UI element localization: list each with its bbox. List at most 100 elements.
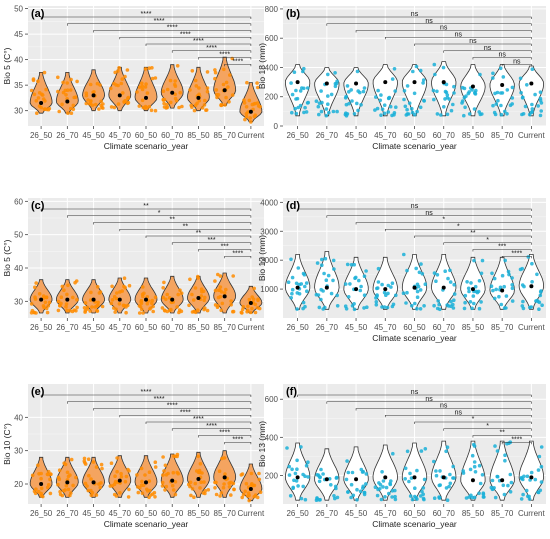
data-point [402, 252, 406, 257]
data-point [387, 95, 392, 100]
data-point [374, 95, 378, 99]
data-point [326, 273, 331, 278]
data-point [352, 112, 357, 116]
data-point [139, 301, 144, 306]
data-point [160, 306, 165, 310]
significance-bracket [472, 249, 532, 252]
data-point [144, 82, 148, 86]
x-tick-label: 26_50 [286, 323, 309, 332]
median-point-60_50 [144, 95, 148, 100]
data-point [48, 491, 53, 496]
data-point [222, 67, 226, 72]
data-point [414, 266, 419, 271]
data-point [175, 452, 180, 457]
data-point [502, 306, 507, 310]
data-point [98, 485, 102, 490]
data-point [34, 99, 39, 103]
data-point [303, 474, 307, 479]
data-point [422, 304, 426, 308]
violin-45_70 [372, 444, 398, 501]
median-point-45_50 [91, 297, 96, 302]
data-point [322, 271, 326, 276]
x-tick-label: 26_70 [316, 131, 339, 140]
data-point [178, 288, 182, 293]
significance-bracket [443, 428, 532, 431]
data-point [432, 271, 437, 275]
data-point [473, 470, 478, 474]
data-point [491, 76, 495, 80]
data-point [439, 113, 443, 117]
data-point [64, 302, 69, 306]
data-point [84, 101, 89, 106]
data-point [349, 495, 353, 500]
data-point [122, 276, 127, 281]
median-point-26_50 [39, 101, 44, 106]
data-point [539, 289, 543, 293]
data-point [414, 64, 419, 69]
data-point [524, 488, 529, 493]
data-point [145, 295, 150, 299]
data-point [327, 477, 332, 481]
data-point [68, 88, 73, 92]
x-tick-label: 26_50 [286, 509, 309, 518]
data-point [290, 92, 295, 97]
data-point [92, 90, 96, 94]
data-point [492, 276, 497, 281]
data-point [139, 483, 144, 488]
data-point [319, 109, 324, 114]
data-point [220, 456, 224, 461]
data-point [415, 109, 419, 114]
data-point [303, 284, 307, 289]
data-point [192, 108, 197, 113]
data-point [39, 491, 43, 496]
data-point [387, 491, 391, 496]
data-point [36, 463, 40, 468]
data-point [140, 81, 144, 86]
data-point [468, 300, 473, 304]
data-point [347, 101, 351, 106]
median-point-45_70 [383, 80, 388, 85]
data-point [419, 262, 423, 266]
data-point [137, 311, 142, 315]
data-point [173, 92, 177, 97]
data-point [153, 495, 157, 499]
data-point [199, 480, 203, 485]
significance-label: ** [143, 203, 149, 210]
significance-label: ns [469, 38, 477, 45]
data-point [288, 494, 293, 498]
data-point [213, 76, 217, 81]
median-point-60_70 [441, 475, 446, 480]
data-point [193, 286, 198, 290]
data-point [119, 475, 124, 479]
significance-label: **** [232, 250, 243, 257]
data-point [359, 103, 363, 107]
data-point [405, 107, 409, 112]
data-point [49, 472, 53, 477]
data-point [421, 486, 426, 490]
data-point [176, 292, 180, 297]
data-point [349, 482, 354, 487]
data-point [437, 483, 442, 488]
significance-bracket [384, 414, 532, 418]
data-point [188, 88, 192, 92]
data-point [537, 307, 541, 312]
data-point [292, 478, 296, 483]
data-point [99, 99, 103, 104]
data-point [202, 307, 206, 312]
significance-label: ns [484, 45, 492, 52]
data-point [218, 294, 223, 299]
data-point [296, 484, 300, 488]
data-point [71, 483, 75, 488]
x-axis-title: Climate scenario_year [372, 141, 457, 151]
data-point [40, 92, 44, 97]
data-point [178, 90, 182, 95]
data-point [331, 109, 336, 114]
data-point [295, 467, 299, 472]
data-point [39, 486, 44, 491]
data-point [449, 299, 453, 304]
data-point [294, 88, 298, 93]
data-point [83, 481, 88, 486]
data-point [390, 495, 394, 499]
data-point [451, 464, 456, 469]
data-point [291, 485, 296, 490]
